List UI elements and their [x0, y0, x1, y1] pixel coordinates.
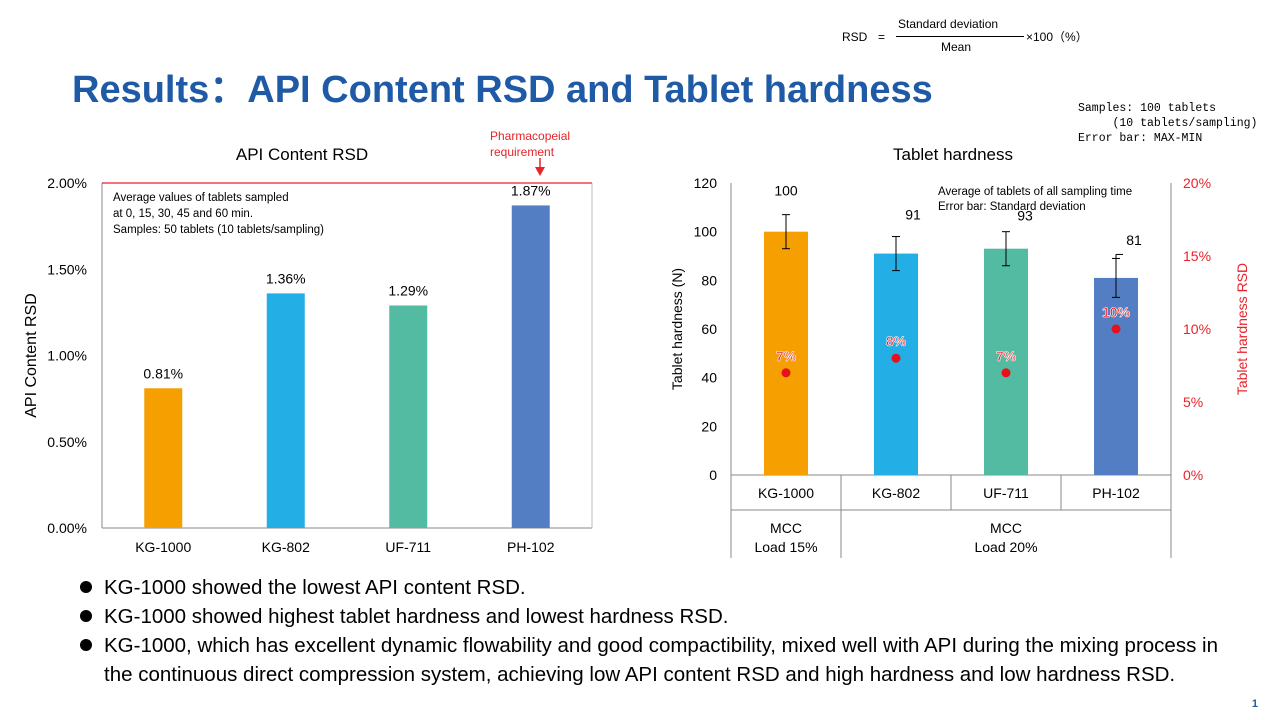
chart-note: at 0, 15, 30, 45 and 60 min.	[113, 208, 253, 220]
rsd-label: 7%	[776, 348, 797, 364]
bullet-dot	[80, 581, 92, 593]
y2-tick-label: 20%	[1183, 175, 1211, 191]
x-tick-label: UF-711	[983, 485, 1029, 501]
y-tick-label: 1.00%	[47, 348, 87, 364]
conclusion-text: KG-1000, which has excellent dynamic flo…	[104, 634, 1218, 686]
data-label: 1.87%	[511, 182, 551, 198]
reference-label: requirement	[490, 145, 555, 159]
page-title: Results：API Content RSD and Tablet hardn…	[72, 69, 933, 111]
formula-lhs: RSD	[842, 30, 868, 44]
y-tick-label: 2.00%	[47, 175, 87, 191]
y-tick-label: 0.50%	[47, 434, 87, 450]
reference-arrow-icon	[535, 167, 545, 176]
samples-note-line: Samples: 100 tablets	[1078, 102, 1217, 115]
x-tick-label: KG-1000	[758, 485, 814, 501]
group-label: MCC	[770, 520, 802, 536]
api-content-rsd-chart: API Content RSD 0.00% 0.50% 1.00% 1.50% 2.00%…	[23, 129, 593, 555]
formula-numerator: Standard deviation	[898, 17, 999, 31]
conclusion-text: KG-1000 showed highest tablet hardness a…	[104, 605, 729, 628]
data-label: 0.81%	[143, 365, 183, 381]
conclusion-item: KG-1000 showed highest tablet hardness a…	[78, 602, 1218, 631]
formula-denominator: Mean	[941, 40, 972, 54]
chart-note: Average of tablets of all sampling time	[938, 186, 1132, 198]
y-tick-label: 40	[701, 370, 717, 386]
bar-uf-711	[984, 248, 1028, 475]
data-label: 81	[1126, 232, 1142, 248]
samples-note-line: Error bar: MAX-MIN	[1078, 132, 1203, 145]
chart-note: Error bar: Standard deviation	[938, 201, 1086, 213]
rsd-label: 8%	[886, 333, 907, 349]
rsd-label: 7%	[996, 348, 1017, 364]
group-label: Load 20%	[974, 539, 1037, 555]
tablet-hardness-chart: Tablet hardness 0 20 40 60 80 100 120 0% 5% 10% 15%…	[669, 145, 1250, 558]
bar-kg-802	[874, 253, 918, 475]
y2-tick-label: 5%	[1183, 394, 1203, 410]
y-axis-label: Tablet hardness (N)	[669, 268, 685, 390]
x-tick-label: KG-1000	[135, 539, 191, 555]
reference-label: Pharmacopeial	[490, 129, 570, 143]
chart-title: Tablet hardness	[893, 145, 1013, 164]
y-tick-label: 1.50%	[47, 261, 87, 277]
data-label: 1.29%	[388, 282, 428, 298]
bar-kg-1000	[144, 388, 183, 528]
bar-kg-1000	[764, 231, 808, 475]
x-tick-label: KG-802	[262, 539, 310, 555]
y-tick-label: 0	[709, 467, 717, 483]
data-label: 1.36%	[266, 270, 306, 286]
rsd-point	[781, 368, 791, 378]
samples-note: Samples: 100 tablets (10 tablets/samplin…	[1078, 101, 1257, 146]
data-label: 91	[905, 207, 921, 223]
bar-ph-102	[511, 205, 550, 529]
y-tick-label: 120	[694, 175, 718, 191]
rsd-formula: RSD = Standard deviation Mean ×100（%）	[842, 14, 1112, 58]
bar-kg-802	[266, 293, 305, 528]
rsd-point	[1111, 324, 1121, 334]
y-tick-label: 0.00%	[47, 520, 87, 536]
conclusion-list: KG-1000 showed the lowest API content RS…	[78, 573, 1218, 689]
chart-note: Average values of tablets sampled	[113, 192, 289, 204]
data-label: 93	[1017, 208, 1033, 224]
y-tick-label: 20	[701, 418, 717, 434]
x-tick-label: UF-711	[385, 539, 431, 555]
conclusion-item: KG-1000, which has excellent dynamic flo…	[78, 631, 1218, 689]
x-tick-label: PH-102	[1092, 485, 1140, 501]
y2-tick-label: 0%	[1183, 467, 1203, 483]
formula-multiplier: ×100（%）	[1026, 30, 1088, 44]
bar-uf-711	[389, 305, 428, 528]
samples-note-line: (10 tablets/sampling)	[1078, 117, 1258, 130]
bullet-dot	[80, 610, 92, 622]
chart-title: API Content RSD	[236, 145, 368, 164]
group-label: Load 15%	[754, 539, 817, 555]
bar-ph-102	[1094, 277, 1138, 475]
rsd-point	[1001, 368, 1011, 378]
y2-tick-label: 15%	[1183, 248, 1211, 264]
rsd-label: 10%	[1102, 304, 1131, 320]
x-tick-label: PH-102	[507, 539, 555, 555]
conclusion-text: KG-1000 showed the lowest API content RS…	[104, 576, 526, 599]
formula-fraction-bar	[896, 36, 1024, 37]
page-number: 1	[1251, 698, 1258, 710]
y2-axis-label: Tablet hardness RSD	[1234, 263, 1250, 395]
group-label: MCC	[990, 520, 1022, 536]
formula-equals: =	[878, 30, 886, 44]
y-tick-label: 80	[701, 272, 717, 288]
y-tick-label: 60	[701, 321, 717, 337]
y2-tick-label: 10%	[1183, 321, 1211, 337]
data-label: 100	[774, 183, 798, 199]
chart-note: Samples: 50 tablets (10 tablets/sampling…	[113, 224, 324, 236]
y-tick-label: 100	[694, 224, 718, 240]
rsd-point	[891, 353, 901, 363]
conclusion-item: KG-1000 showed the lowest API content RS…	[78, 573, 1218, 602]
bullet-dot	[80, 639, 92, 651]
x-tick-label: KG-802	[872, 485, 920, 501]
y-axis-label: API Content RSD	[23, 293, 40, 418]
